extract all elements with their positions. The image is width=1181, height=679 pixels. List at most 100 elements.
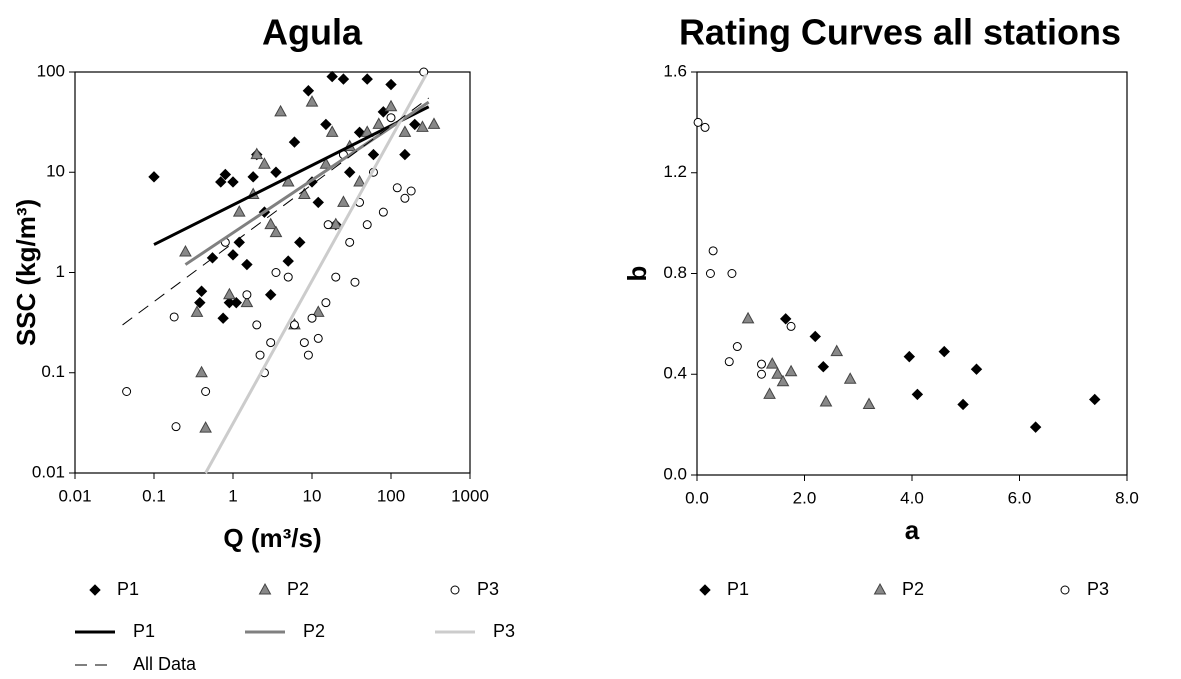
- point: [345, 237, 355, 247]
- point: [427, 117, 441, 129]
- plot-frame: [696, 71, 1128, 476]
- legend-marker: [699, 584, 711, 596]
- point: [311, 305, 325, 317]
- legend-label: P1: [117, 579, 139, 599]
- point: [399, 148, 411, 161]
- y-tick-label: 0.8: [663, 263, 687, 282]
- point: [361, 73, 373, 85]
- point: [270, 166, 282, 178]
- point: [337, 73, 350, 85]
- x-tick-label: 0.0: [685, 488, 709, 507]
- point: [400, 193, 410, 203]
- point: [416, 120, 429, 132]
- point: [201, 387, 211, 397]
- point: [970, 363, 983, 375]
- point: [148, 171, 160, 183]
- point: [252, 320, 262, 330]
- y-tick-label: 0.01: [32, 462, 65, 481]
- point: [199, 421, 212, 433]
- x-tick-label: 2.0: [793, 488, 817, 507]
- point: [195, 365, 208, 378]
- point: [337, 195, 350, 207]
- point: [179, 244, 192, 257]
- legend-label: P2: [902, 579, 924, 599]
- point: [281, 174, 295, 187]
- point: [240, 295, 254, 308]
- point: [343, 166, 356, 178]
- point: [1089, 393, 1101, 406]
- point: [302, 85, 315, 97]
- point: [693, 117, 703, 127]
- point: [843, 372, 857, 384]
- point: [122, 387, 132, 397]
- point: [809, 330, 821, 343]
- point: [819, 394, 833, 407]
- x-tick-label: 0.01: [58, 486, 91, 505]
- point: [757, 369, 766, 379]
- point: [271, 268, 281, 277]
- point: [784, 364, 798, 377]
- point: [406, 186, 416, 196]
- point: [282, 255, 294, 267]
- point: [938, 345, 950, 358]
- point: [288, 136, 301, 148]
- legend-label: P3: [493, 621, 515, 641]
- x-axis-label: a: [905, 515, 920, 545]
- fit-line: [204, 73, 428, 474]
- y-tick-label: 1: [56, 262, 65, 281]
- point: [230, 296, 242, 309]
- legend-label: P2: [287, 579, 309, 599]
- point: [289, 320, 299, 330]
- point: [242, 290, 252, 300]
- point: [700, 122, 710, 132]
- point: [294, 236, 306, 249]
- legend-marker: [450, 585, 460, 595]
- legend-label: P3: [477, 579, 499, 599]
- chart-title: Agula: [262, 12, 363, 53]
- point: [708, 246, 718, 256]
- point: [269, 225, 283, 238]
- point: [757, 359, 766, 369]
- point: [232, 205, 246, 217]
- point: [264, 217, 278, 230]
- chart-title: Rating Curves all stations: [679, 12, 1121, 53]
- fit-line: [153, 105, 430, 246]
- x-tick-label: 0.1: [142, 486, 166, 505]
- y-tick-label: 1.6: [663, 61, 687, 80]
- legend-label: All Data: [133, 654, 197, 674]
- point: [258, 157, 271, 169]
- point: [321, 298, 331, 308]
- point: [398, 125, 412, 137]
- point: [307, 313, 317, 323]
- legend-label: P2: [303, 621, 325, 641]
- point: [227, 249, 239, 261]
- point: [326, 70, 338, 83]
- legend-label: P1: [133, 621, 155, 641]
- point: [195, 285, 208, 297]
- point: [1029, 421, 1042, 433]
- point: [350, 277, 360, 287]
- point: [215, 176, 227, 188]
- fit-line: [122, 97, 429, 326]
- point: [353, 126, 366, 139]
- point: [297, 187, 311, 199]
- point: [786, 321, 796, 331]
- point: [957, 398, 969, 411]
- y-tick-label: 0.4: [663, 364, 687, 383]
- y-tick-label: 0.1: [41, 362, 65, 381]
- y-axis-label: SSC (kg/m³): [11, 199, 41, 346]
- point: [911, 388, 924, 401]
- point: [305, 95, 319, 107]
- legend-label: P1: [727, 579, 749, 599]
- x-tick-label: 10: [303, 486, 322, 505]
- point: [386, 113, 396, 123]
- point: [776, 374, 790, 387]
- y-tick-label: 1.2: [663, 162, 687, 181]
- point: [219, 168, 232, 181]
- point: [217, 312, 229, 324]
- point: [312, 196, 324, 209]
- point: [171, 422, 181, 432]
- point: [331, 272, 341, 282]
- point: [378, 207, 388, 217]
